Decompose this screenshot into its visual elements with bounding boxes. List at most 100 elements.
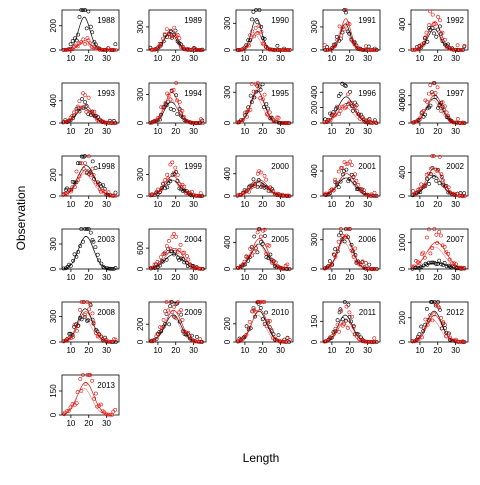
observation-point-red <box>98 187 102 192</box>
observation-point-red <box>416 336 420 341</box>
observation-point-black <box>349 242 354 247</box>
observation-point-red <box>269 189 274 194</box>
observation-point-red <box>111 48 116 52</box>
observation-point-black <box>444 264 449 269</box>
observation-point-red <box>276 193 281 198</box>
y-tick-label: 0 <box>49 47 58 52</box>
observation-point-red <box>173 234 178 239</box>
observation-point-red <box>338 227 343 231</box>
observation-point-black <box>429 90 434 95</box>
observation-point-red <box>246 255 251 260</box>
observation-point-red <box>349 314 354 319</box>
observation-point-red <box>186 257 191 262</box>
observation-point-black <box>248 38 253 43</box>
observation-point-black <box>255 184 260 189</box>
observation-point-black <box>338 230 343 235</box>
observation-point-red <box>106 190 111 195</box>
observation-point-red <box>255 81 260 85</box>
observation-point-black <box>254 89 259 94</box>
x-tick-label: 10 <box>66 127 75 136</box>
observation-point-red <box>351 254 356 259</box>
observation-point-red <box>180 109 185 113</box>
observation-point-black <box>84 104 89 108</box>
observation-point-black <box>252 234 257 239</box>
observation-point-red <box>101 48 106 52</box>
observation-point-red <box>328 263 333 268</box>
observation-point-red <box>434 232 439 237</box>
x-tick-label: 10 <box>415 346 424 355</box>
observation-point-red <box>99 402 103 407</box>
panel-year-label: 1992 <box>446 16 464 25</box>
x-tick-label: 20 <box>84 200 93 209</box>
observation-point-red <box>159 43 164 48</box>
observation-point-red <box>262 227 267 232</box>
observation-point-black <box>114 340 118 344</box>
observation-point-black <box>69 187 74 192</box>
observation-point-black <box>430 300 435 304</box>
observation-point-black <box>198 121 203 125</box>
observation-point-red <box>108 339 113 344</box>
observation-point-red <box>110 340 114 344</box>
observation-point-black <box>177 319 182 324</box>
observation-point-black <box>108 266 113 271</box>
observation-point-black <box>112 119 116 123</box>
observation-point-black <box>76 32 81 37</box>
panel-frame <box>148 228 207 270</box>
observation-point-black <box>77 15 82 19</box>
observation-point-red <box>63 191 68 196</box>
y-tick-label: 150 <box>310 314 319 328</box>
observation-point-black <box>189 333 194 338</box>
observation-point-red <box>252 249 257 254</box>
y-tick-label: 0 <box>49 193 58 198</box>
observation-point-red <box>285 262 290 267</box>
expected-curve-pink <box>412 26 465 50</box>
observation-point-red <box>437 229 442 234</box>
observation-point-red <box>64 48 68 52</box>
observation-point-black <box>439 174 444 179</box>
y-tick-label: 0 <box>223 266 232 271</box>
observation-point-red <box>184 191 189 196</box>
y-tick-label: 0 <box>136 339 145 344</box>
observation-point-red <box>322 120 327 125</box>
observation-point-red <box>193 339 198 344</box>
observation-point-red <box>154 118 159 123</box>
observation-point-red <box>71 334 76 339</box>
x-tick-label: 10 <box>66 200 75 209</box>
observation-point-red <box>423 35 428 40</box>
observation-point-red <box>162 32 167 37</box>
observation-point-red <box>113 193 118 198</box>
x-tick-label: 20 <box>84 346 93 355</box>
observation-point-black <box>248 93 253 98</box>
observation-point-red <box>109 48 114 52</box>
x-tick-label: 20 <box>345 346 354 355</box>
x-tick-label: 30 <box>451 273 460 282</box>
panel-frame <box>61 82 120 124</box>
observation-point-red <box>170 160 175 165</box>
observation-point-red <box>251 89 256 94</box>
observation-point-red <box>259 234 263 239</box>
observation-point-black <box>70 39 75 43</box>
observation-point-black <box>435 261 440 266</box>
x-tick-label: 10 <box>415 200 424 209</box>
x-tick-label: 20 <box>433 346 442 355</box>
y-tick-label: 600 <box>136 241 145 255</box>
observation-point-red <box>451 47 456 52</box>
observation-point-red <box>436 14 440 19</box>
x-tick-label: 30 <box>451 54 460 63</box>
observation-point-black <box>262 322 267 327</box>
x-tick-label: 10 <box>66 419 75 428</box>
observation-point-red <box>86 95 91 100</box>
observation-point-red <box>333 43 338 48</box>
observation-point-black <box>260 242 265 246</box>
observation-point-red <box>324 191 329 196</box>
x-tick-label: 20 <box>345 200 354 209</box>
observation-point-red <box>168 97 173 102</box>
y-tick-label: 400 <box>223 235 232 249</box>
x-tick-label: 10 <box>415 273 424 282</box>
panel-year-label: 1995 <box>271 89 289 98</box>
observation-point-red <box>235 48 240 52</box>
observation-point-red <box>256 86 261 90</box>
panel-year-label: 1999 <box>184 162 202 171</box>
expected-curve-pink <box>324 177 377 196</box>
observation-point-red <box>416 47 421 51</box>
